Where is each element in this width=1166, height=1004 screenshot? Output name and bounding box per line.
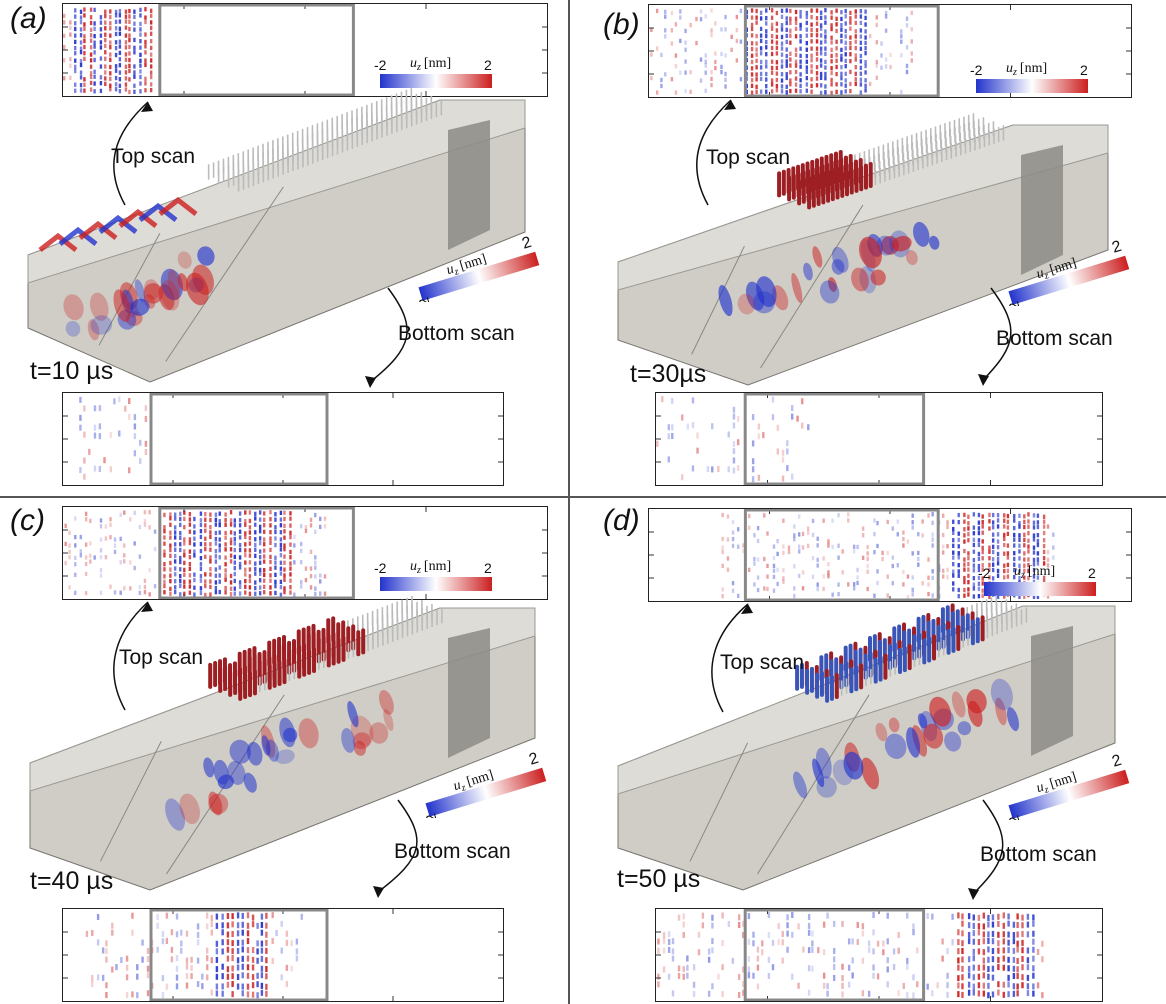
- beam-top-face: [617, 605, 1116, 795]
- svg-text:-2: -2: [970, 62, 983, 78]
- svg-text:2: 2: [1110, 752, 1124, 771]
- bottom-scan-arrow: [972, 799, 1004, 895]
- bottom-scan-arrow: [369, 287, 408, 383]
- beam-3d-view: [617, 595, 1116, 900]
- beam-3d-view: [29, 595, 536, 898]
- time-label: t=10 µs: [30, 357, 114, 385]
- panel-label: (a): [10, 2, 47, 35]
- beam-3d-view: [617, 99, 1109, 386]
- colorbar-graphic: -2 2 uz[nm]: [978, 564, 1096, 596]
- svg-text:uz[nm]: uz[nm]: [410, 56, 451, 73]
- svg-text:uz[nm]: uz[nm]: [1006, 61, 1047, 78]
- svg-text:-2: -2: [374, 57, 387, 73]
- panel-label: (d): [603, 504, 640, 537]
- bottom-scan-arrow: [982, 287, 1012, 381]
- colorbar-top-scan: -2 2 uz [nm]: [976, 558, 1104, 600]
- svg-text:2: 2: [1080, 62, 1088, 78]
- beam-3d-view: [27, 87, 526, 388]
- svg-text:2: 2: [527, 750, 541, 769]
- colorbar-graphic: -2 2 uz[nm]: [374, 56, 492, 88]
- bottom-scan-plot: [655, 392, 1103, 486]
- bottom-scan-plot: [62, 392, 504, 486]
- top-scan-caption: Top scan: [119, 646, 204, 669]
- bottom-scan-plot: [655, 908, 1103, 1002]
- beam-end-face: [1021, 145, 1063, 275]
- svg-text:-2: -2: [978, 565, 991, 581]
- beam-end-face: [448, 120, 490, 250]
- top-scan-arrow: [696, 99, 732, 206]
- colorbar-graphic: -2 2 uz[nm]: [374, 559, 492, 591]
- top-scan-arrow: [113, 601, 149, 711]
- vertical-divider: [568, 0, 570, 1004]
- svg-text:uz[nm]: uz[nm]: [1014, 564, 1055, 581]
- top-scan-caption: Top scan: [720, 651, 805, 674]
- top-scan-arrow: [711, 603, 749, 713]
- colorbar-top-scan: -2 2 uz [nm]: [968, 55, 1096, 97]
- svg-text:2: 2: [484, 560, 492, 576]
- panel-label: (b): [603, 8, 640, 41]
- svg-text:-2: -2: [374, 560, 387, 576]
- beam-top-face: [29, 607, 536, 792]
- beam-end-face: [448, 628, 490, 758]
- top-scan-arrow: [113, 101, 149, 206]
- top-scan-caption: Top scan: [111, 145, 196, 168]
- bottom-scan-arrow: [377, 799, 418, 893]
- beam-end-face: [1031, 626, 1073, 756]
- svg-text:2: 2: [1110, 238, 1124, 257]
- bottom-scan-caption: Bottom scan: [980, 843, 1097, 866]
- colorbar-top-scan: -2 2 uz [nm]: [372, 50, 500, 92]
- time-label: t=50 µs: [617, 865, 701, 893]
- horizontal-divider: [0, 496, 1166, 498]
- bottom-scan-caption: Bottom scan: [996, 327, 1113, 350]
- time-label: t=30µs: [630, 360, 707, 388]
- panel-label: (c): [10, 504, 45, 537]
- time-label: t=40 µs: [30, 867, 114, 895]
- svg-text:uz[nm]: uz[nm]: [410, 559, 451, 576]
- svg-text:2: 2: [484, 57, 492, 73]
- bottom-scan-plot: [62, 908, 504, 1002]
- bottom-scan-caption: Bottom scan: [398, 322, 515, 345]
- colorbar-top-scan: -2 2 uz [nm]: [372, 553, 500, 595]
- colorbar-graphic: -2 2 uz[nm]: [970, 61, 1088, 93]
- bottom-scan-caption: Bottom scan: [394, 840, 511, 863]
- svg-text:2: 2: [1088, 565, 1096, 581]
- top-scan-caption: Top scan: [706, 146, 791, 169]
- svg-text:2: 2: [520, 234, 534, 253]
